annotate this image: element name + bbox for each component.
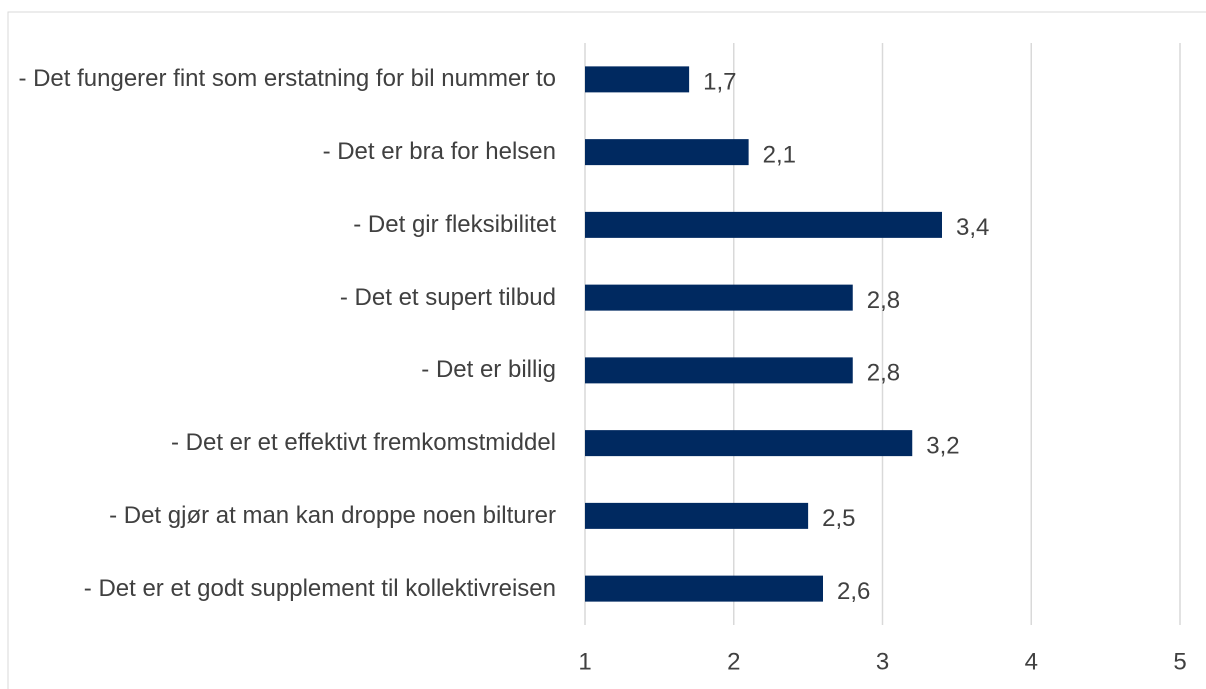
value-label: 2,1 — [763, 141, 796, 168]
bar — [585, 430, 913, 457]
value-label: 1,7 — [703, 69, 736, 96]
category-label-box: - Det er bra for helsen — [16, 138, 556, 166]
x-tick-label: 2 — [727, 648, 740, 675]
value-label: 3,4 — [956, 214, 989, 241]
bar — [585, 211, 942, 238]
y-tick-label: - Det fungerer fint som erstatning for b… — [18, 65, 556, 93]
bar — [585, 139, 749, 166]
category-label-box: - Det gjør at man kan droppe noen biltur… — [16, 502, 556, 530]
bar — [585, 66, 690, 93]
x-tick-label: 4 — [1025, 648, 1038, 675]
value-label: 2,6 — [837, 578, 870, 605]
y-tick-label: - Det er billig — [421, 356, 556, 384]
category-label-box: - Det er et effektivt fremkomstmiddel — [16, 429, 556, 457]
x-tick-label: 5 — [1173, 648, 1186, 675]
value-label: 2,8 — [867, 360, 900, 387]
chart-border — [7, 11, 1206, 689]
bar — [585, 357, 853, 384]
category-label-box: - Det gir fleksibilitet — [16, 211, 556, 239]
category-label-box: - Det er billig — [16, 356, 556, 384]
category-label-box: - Det fungerer fint som erstatning for b… — [16, 65, 556, 93]
value-label: 2,8 — [867, 287, 900, 314]
x-tick-label: 1 — [578, 648, 591, 675]
y-tick-label: - Det et supert tilbud — [339, 283, 556, 311]
y-tick-label: - Det gir fleksibilitet — [353, 210, 556, 238]
y-tick-label: - Det er bra for helsen — [322, 138, 556, 166]
y-tick-label: - Det er et effektivt fremkomstmiddel — [170, 429, 556, 457]
y-tick-label: - Det gjør at man kan droppe noen biltur… — [109, 501, 556, 529]
value-label: 3,2 — [926, 432, 959, 459]
y-tick-label: - Det er et godt supplement til kollekti… — [83, 574, 556, 602]
x-tick-label: 3 — [876, 648, 889, 675]
category-label-box: - Det et supert tilbud — [16, 284, 556, 312]
category-label-box: - Det er et godt supplement til kollekti… — [16, 575, 556, 603]
bar — [585, 575, 823, 602]
bar — [585, 502, 809, 529]
value-label: 2,5 — [822, 505, 855, 532]
bar — [585, 284, 853, 311]
